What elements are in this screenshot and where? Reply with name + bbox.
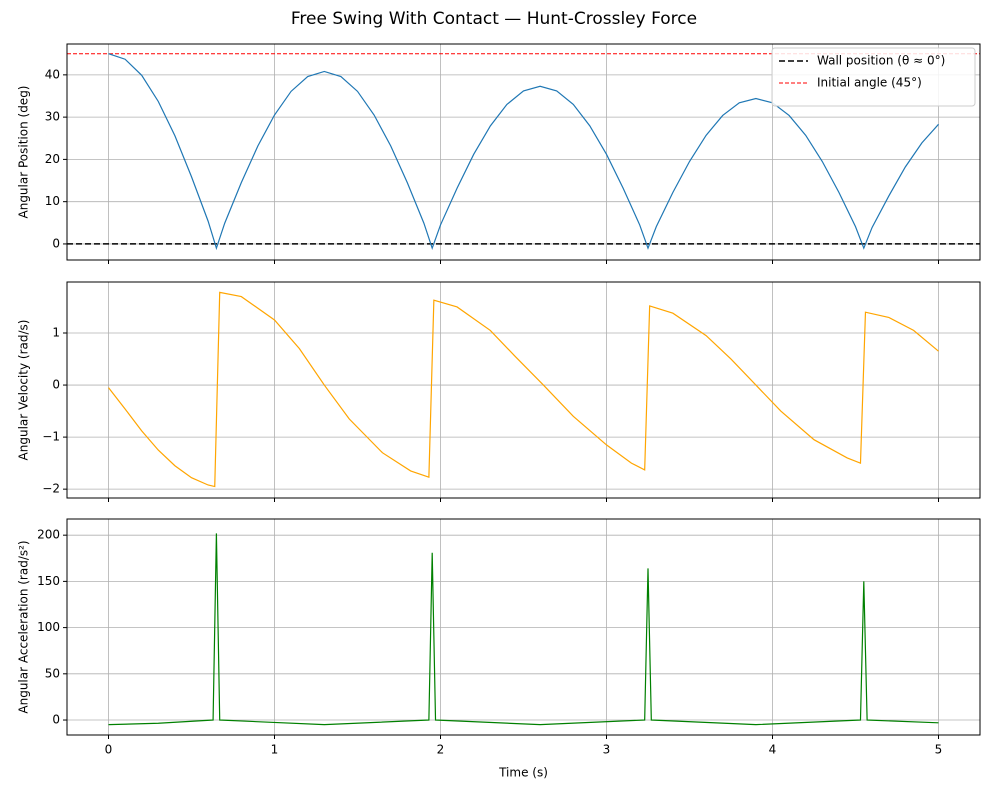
x-tick-label: 2: [437, 743, 445, 757]
y-tick-label: 20: [45, 152, 60, 166]
y-tick-label: 100: [37, 620, 60, 634]
y-tick-label: −2: [42, 482, 60, 496]
data-line: [108, 53, 939, 251]
y-tick-label: −1: [42, 430, 60, 444]
y-tick-label: 0: [52, 713, 60, 727]
x-tick-label: 1: [271, 743, 279, 757]
legend-label: Wall position (θ ≈ 0°): [817, 54, 945, 68]
y-tick-label: 50: [45, 666, 60, 680]
y-tick-label: 200: [37, 528, 60, 542]
y-tick-label: 0: [52, 378, 60, 392]
y-axis-label: Angular Acceleration (rad/s²): [17, 540, 31, 713]
y-axis-label: Angular Velocity (rad/s): [17, 320, 31, 461]
y-axis-label: Angular Position (deg): [17, 86, 31, 219]
axes-frame: [66, 281, 981, 499]
data-line: [108, 533, 939, 726]
x-axis-label: Time (s): [498, 766, 548, 780]
legend-box: [771, 47, 976, 107]
axes-frame: [66, 518, 981, 736]
y-tick-label: 0: [52, 236, 60, 250]
axes-frame: [66, 43, 981, 261]
data-line: [108, 291, 939, 488]
figure-title: Free Swing With Contact — Hunt-Crossley …: [291, 9, 697, 29]
y-tick-label: 10: [45, 194, 60, 208]
x-tick-label: 5: [935, 743, 943, 757]
x-tick-label: 3: [603, 743, 611, 757]
y-tick-label: 1: [52, 326, 60, 340]
legend-label: Initial angle (45°): [817, 76, 922, 90]
x-tick-label: 0: [105, 743, 113, 757]
x-tick-label: 4: [769, 743, 777, 757]
y-tick-label: 40: [45, 67, 60, 81]
y-tick-label: 30: [45, 110, 60, 124]
y-tick-label: 150: [37, 574, 60, 588]
